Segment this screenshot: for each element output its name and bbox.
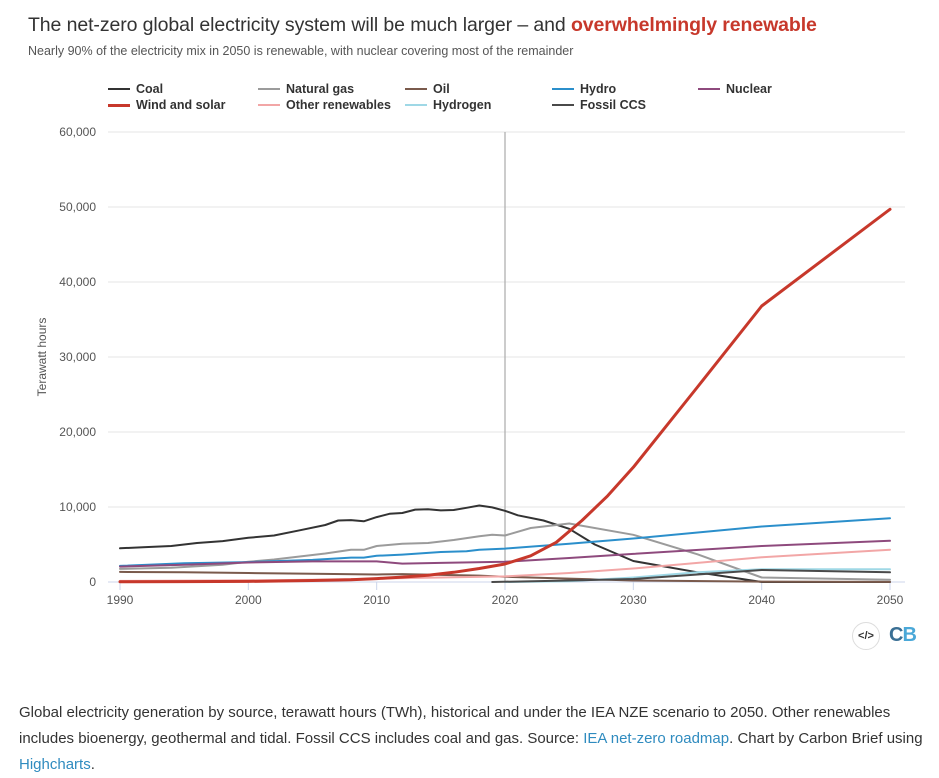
title-highlight: overwhelmingly renewable (571, 14, 817, 36)
x-tick-label: 2010 (363, 593, 390, 607)
series-line-wind-and-solar (118, 207, 892, 584)
y-tick-label: 60,000 (59, 125, 96, 139)
carbon-brief-logo[interactable]: CB (889, 624, 917, 647)
legend-item-other-renewables[interactable]: Other renewables (258, 98, 391, 112)
logo-c: C (889, 624, 903, 646)
y-tick-label: 20,000 (59, 425, 96, 439)
legend-item-hydro[interactable]: Hydro (552, 82, 616, 96)
legend-label: Natural gas (286, 82, 355, 96)
legend-label: Fossil CCS (580, 98, 646, 112)
legend-swatch-hydro (552, 88, 574, 90)
chart-subtitle: Nearly 90% of the electricity mix in 205… (28, 44, 574, 58)
chart-caption: Global electricity generation by source,… (19, 700, 924, 778)
legend: Coal Natural gas Oil Hydro Nuclear Wind … (108, 82, 828, 116)
code-icon: </> (858, 630, 874, 642)
legend-label: Coal (136, 82, 164, 96)
legend-swatch-oil (405, 88, 427, 90)
y-tick-label: 10,000 (59, 500, 96, 514)
legend-label: Nuclear (726, 82, 772, 96)
legend-item-natural-gas[interactable]: Natural gas (258, 82, 354, 96)
y-axis-ticks: 0 10,000 20,000 30,000 40,000 50,000 60,000 (59, 125, 96, 589)
caption-text-2: . Chart by Carbon Brief using (729, 730, 923, 747)
x-tick-label: 2050 (877, 593, 904, 607)
y-axis-label: Terawatt hours (35, 318, 49, 397)
x-tick-label: 2020 (492, 593, 519, 607)
series-line-natural-gas (119, 522, 891, 581)
logo-b: B (902, 624, 916, 646)
series-line-fossil-ccs (491, 569, 891, 583)
legend-swatch-coal (108, 88, 130, 90)
x-tick-label: 1990 (107, 593, 134, 607)
legend-item-coal[interactable]: Coal (108, 82, 163, 96)
legend-swatch-hydrogen (405, 104, 427, 106)
caption-text-3: . (90, 756, 95, 773)
series-line-coal (119, 504, 891, 583)
embed-code-button[interactable]: </> (852, 622, 880, 650)
y-tick-label: 40,000 (59, 275, 96, 289)
x-tick-label: 2040 (748, 593, 775, 607)
y-tick-label: 30,000 (59, 350, 96, 364)
chart-title: The net-zero global electricity system w… (28, 14, 817, 37)
legend-label: Other renewables (286, 98, 391, 112)
legend-swatch-other-renewables (258, 104, 280, 106)
iea-roadmap-link[interactable]: IEA net-zero roadmap (583, 730, 730, 747)
line-chart: 0 10,000 20,000 30,000 40,000 50,000 60,000 19… (35, 125, 905, 607)
legend-label: Hydrogen (433, 98, 492, 112)
legend-label: Wind and solar (136, 98, 226, 112)
legend-item-hydrogen[interactable]: Hydrogen (405, 98, 491, 112)
legend-swatch-wind-and-solar (108, 103, 130, 107)
x-tick-label: 2000 (235, 593, 262, 607)
legend-item-nuclear[interactable]: Nuclear (698, 82, 772, 96)
legend-swatch-natural-gas (258, 88, 280, 90)
legend-swatch-nuclear (698, 88, 720, 90)
y-tick-label: 50,000 (59, 200, 96, 214)
legend-item-oil[interactable]: Oil (405, 82, 450, 96)
highcharts-link[interactable]: Highcharts (19, 756, 91, 773)
legend-label: Oil (433, 82, 450, 96)
series-lines (118, 207, 892, 584)
title-plain: The net-zero global electricity system w… (28, 14, 571, 36)
legend-swatch-fossil-ccs (552, 104, 574, 106)
gridlines (108, 131, 905, 583)
y-tick-label: 0 (89, 575, 96, 589)
x-axis-ticks: 1990 2000 2010 2020 2030 2040 2050 (107, 582, 904, 607)
legend-item-fossil-ccs[interactable]: Fossil CCS (552, 98, 646, 112)
legend-label: Hydro (580, 82, 617, 96)
x-tick-label: 2030 (620, 593, 647, 607)
series-line-nuclear (119, 539, 891, 568)
legend-item-wind-and-solar[interactable]: Wind and solar (108, 98, 225, 112)
caption-text-1: Global electricity generation by source,… (19, 704, 891, 747)
